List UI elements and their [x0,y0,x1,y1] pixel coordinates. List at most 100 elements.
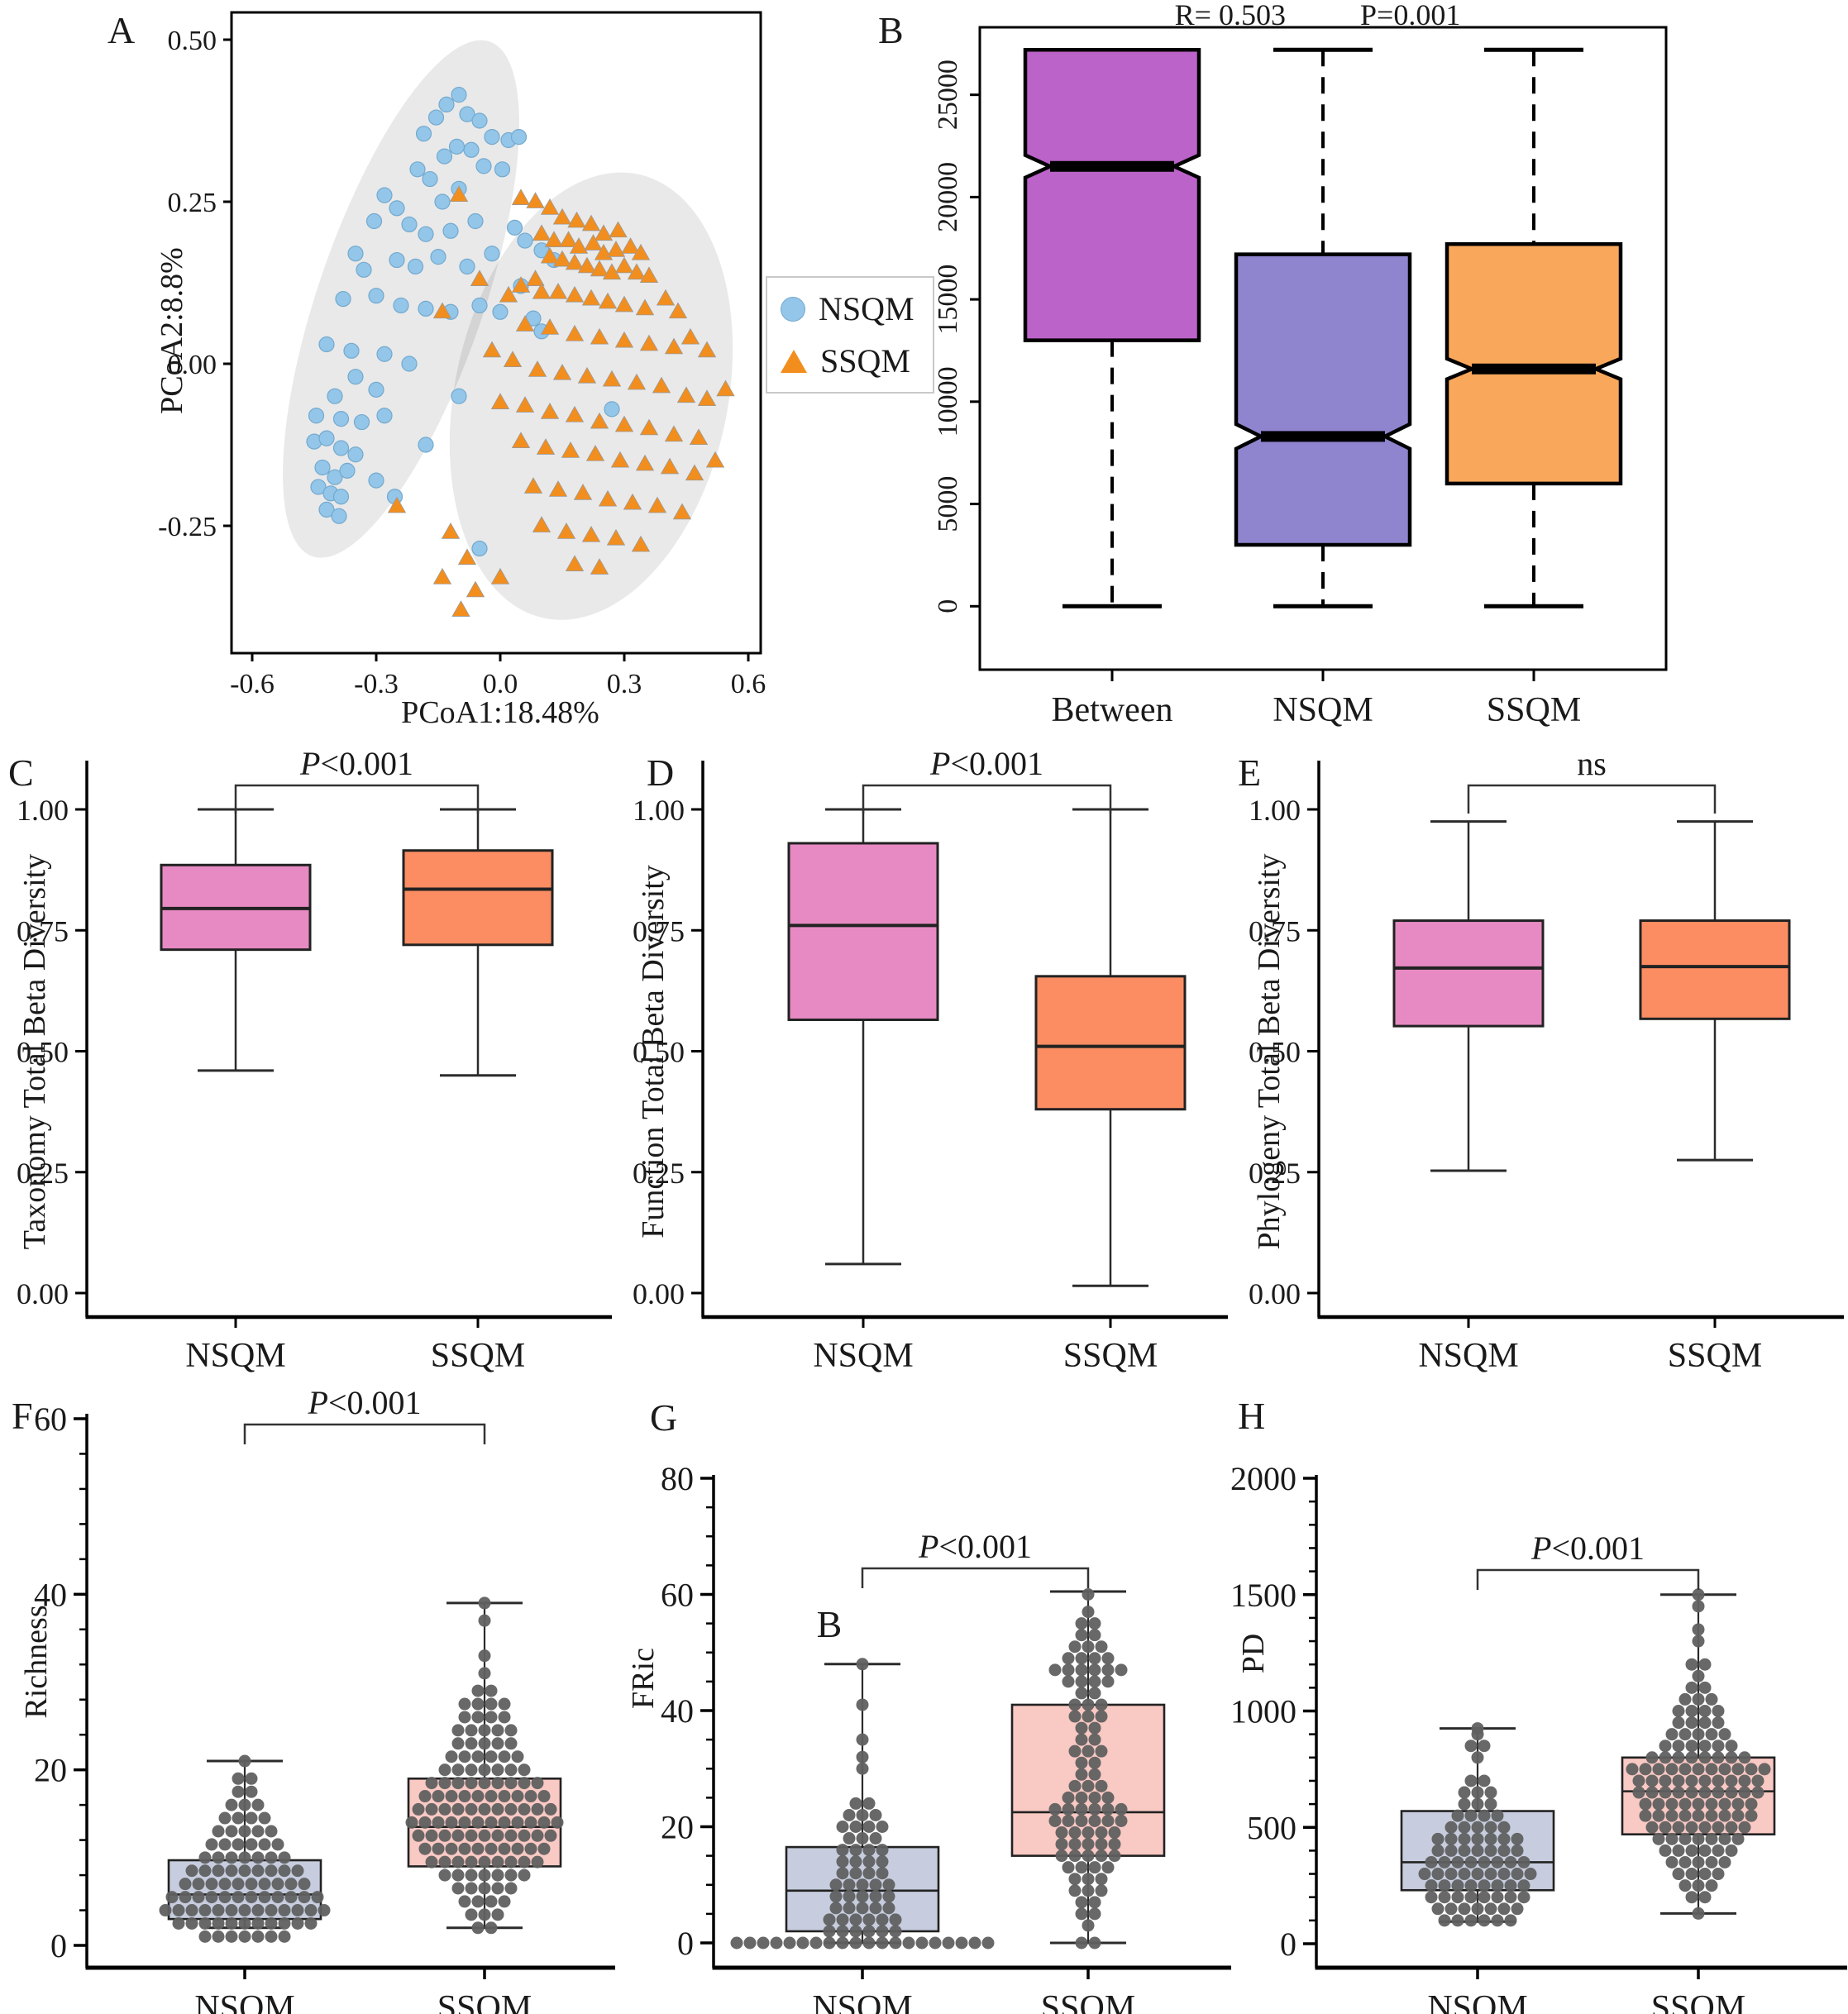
data-dot [1712,1844,1725,1857]
significance-label: P<0.001 [929,745,1043,782]
ssqm-point [499,285,518,303]
tick-label: 0.25 [1249,1157,1301,1190]
data-dot [869,1890,882,1903]
ssqm-point [581,525,601,542]
data-dot [1698,1891,1712,1904]
tick-label: 15000 [933,265,963,335]
nsqm-point [471,297,488,314]
significance-label: ns [1577,745,1607,782]
ssqm-point [532,224,552,241]
data-dot [232,1838,245,1851]
data-dot [1471,1902,1484,1916]
data-dot [238,1754,251,1768]
data-dot [1478,1879,1491,1892]
data-dot [1082,1849,1095,1863]
data-dot [225,1916,238,1930]
nsqm-point [314,459,331,476]
data-dot [192,1891,205,1904]
data-dot [1672,1868,1685,1881]
data-dot [544,1802,557,1816]
panel-c-boxplot: 0.00 0.25 0.50 0.75 1.00 NSQM SSQM P<0.001 [17,745,612,1375]
data-dot [278,1851,291,1864]
data-dot [1698,1821,1712,1834]
data-dot [1438,1879,1451,1892]
data-dot [1692,1669,1705,1682]
data-dot [478,1908,491,1921]
data-dot [1698,1751,1712,1764]
data-dot [1108,1849,1121,1863]
data-dot [1082,1826,1095,1840]
ssqm-point [672,503,692,520]
category-label: Between [1052,691,1173,729]
nsqm-point [471,540,488,557]
data-dot [862,1867,876,1880]
nsqm-point [484,246,500,262]
data-dot [1431,1844,1444,1857]
legend: NSQM SSQM [766,276,934,394]
significance-bracket [861,1567,1090,1588]
data-dot [1048,1814,1062,1827]
data-dot [1075,1907,1088,1921]
ssqm-point [676,386,696,403]
nsqm-point [368,381,384,398]
data-dot [1458,1797,1471,1811]
data-dot [1511,1832,1524,1845]
data-dot [1095,1698,1108,1711]
data-dot [862,1925,876,1938]
data-dot [212,1864,225,1878]
nsqm-point [492,303,509,320]
data-dot [862,1936,876,1950]
data-dot [471,1816,485,1829]
data-dot [1062,1861,1075,1874]
nsqm-point [343,342,360,359]
data-dot [1048,1663,1062,1677]
data-dot [232,1785,245,1798]
data-dot [198,1930,212,1943]
ssqm-point [561,441,580,458]
category-label: SSQM [1063,1337,1158,1375]
data-dot [198,1851,212,1864]
data-dot [537,1816,551,1829]
tick-label: 0.75 [17,914,69,947]
data-dot [511,1842,524,1855]
stray-annotation: B [817,1603,843,1645]
data-dot [1088,1896,1101,1909]
data-dot [1062,1663,1075,1677]
ssqm-point [503,351,523,367]
data-dot [1712,1705,1725,1717]
ssqm-point [652,376,671,394]
data-dot [849,1925,862,1938]
data-dot [1692,1728,1705,1741]
data-dot [179,1891,192,1904]
data-dot [1665,1797,1678,1811]
data-dot [1645,1786,1659,1799]
significance-label: P<0.001 [308,1384,422,1421]
data-dot [1738,1786,1751,1799]
data-dot [465,1724,478,1737]
data-dot [1497,1902,1511,1916]
data-dot [245,1838,258,1851]
data-dot [304,1904,318,1917]
data-dot [1645,1774,1659,1787]
data-dot [1101,1814,1115,1827]
data-dot [1491,1855,1504,1868]
data-dot [265,1904,278,1917]
ssqm-point [631,535,651,552]
panel-d-boxplot: 0.00 0.25 0.50 0.75 1.00 NSQM SSQM P<0.001 [633,745,1228,1375]
data-dot [438,1802,451,1816]
category-label: SSQM [1668,1337,1762,1375]
data-dot [1632,1786,1645,1799]
data-dot [451,1882,465,1895]
data-dot [1082,1606,1095,1619]
ssqm-point [585,444,605,461]
nsqm-point [510,129,528,146]
ssqm-point [581,289,601,306]
tick-label: 0.0 [483,669,518,699]
data-dot [1678,1879,1692,1892]
data-dot [1718,1832,1731,1845]
data-dot [298,1891,311,1904]
legend-label-nsqm: NSQM [819,290,914,327]
data-dot [1639,1809,1652,1822]
data-dot [1082,1698,1095,1711]
nsqm-point [475,158,492,174]
